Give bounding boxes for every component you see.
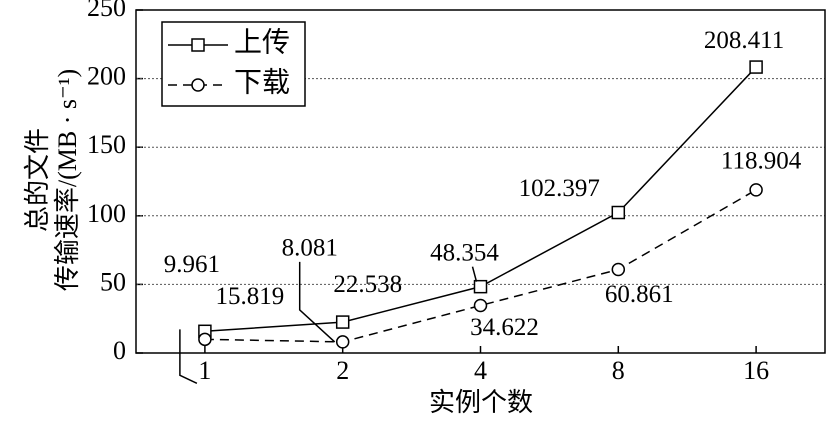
leader-line <box>298 261 336 343</box>
value-label: 208.411 <box>704 27 784 54</box>
series: 9.961 8.081 34.622 60.861 118.904 <box>164 148 802 385</box>
legend-label: 上传 <box>234 26 290 58</box>
value-label: 48.354 <box>430 239 499 266</box>
square-marker <box>611 205 626 220</box>
value-label: 8.081 <box>282 235 338 262</box>
value-label: 9.961 <box>164 251 220 278</box>
series-line <box>204 189 757 343</box>
series: 15.819 22.538 48.354 102.397 208.411 <box>198 27 784 339</box>
circle-marker <box>191 78 205 92</box>
x-tick-label: 16 <box>743 356 769 385</box>
y-axis-label-line: 传输速率/(MB · s⁻¹) <box>53 69 82 291</box>
legend-box <box>161 21 306 107</box>
y-tick-label: 0 <box>113 336 126 365</box>
leader-line <box>179 329 198 385</box>
circle-marker <box>335 335 350 349</box>
square-marker <box>335 315 350 329</box>
x-tick-label: 4 <box>474 356 487 385</box>
leader-line <box>471 266 478 282</box>
value-label: 15.819 <box>216 283 285 310</box>
value-label: 118.904 <box>721 148 802 175</box>
y-tick-label: 50 <box>100 267 126 296</box>
y-tick-label: 250 <box>87 0 126 22</box>
y-tick-label: 150 <box>87 130 126 159</box>
value-label: 34.622 <box>470 314 539 341</box>
circle-marker <box>473 298 488 313</box>
square-marker <box>749 60 763 74</box>
square-marker <box>191 38 205 52</box>
x-tick-label: 1 <box>198 356 211 385</box>
legend-label: 下载 <box>234 66 290 98</box>
y-tick-label: 100 <box>87 199 126 228</box>
x-axis-label: 实例个数 <box>429 388 533 417</box>
circle-marker <box>611 262 626 277</box>
y-axis-label: 总的文件 传输速率/(MB · s⁻¹) <box>23 69 82 291</box>
value-label: 22.538 <box>333 271 402 298</box>
x-tick-label: 8 <box>612 356 625 385</box>
circle-marker <box>198 332 212 347</box>
y-tick-label: 200 <box>87 62 126 91</box>
x-tick-label: 2 <box>336 356 349 385</box>
circle-marker <box>749 183 763 197</box>
y-axis-label-line: 总的文件 <box>23 128 52 232</box>
value-label: 60.861 <box>605 281 674 308</box>
value-label: 102.397 <box>519 175 600 202</box>
square-marker <box>473 279 488 294</box>
